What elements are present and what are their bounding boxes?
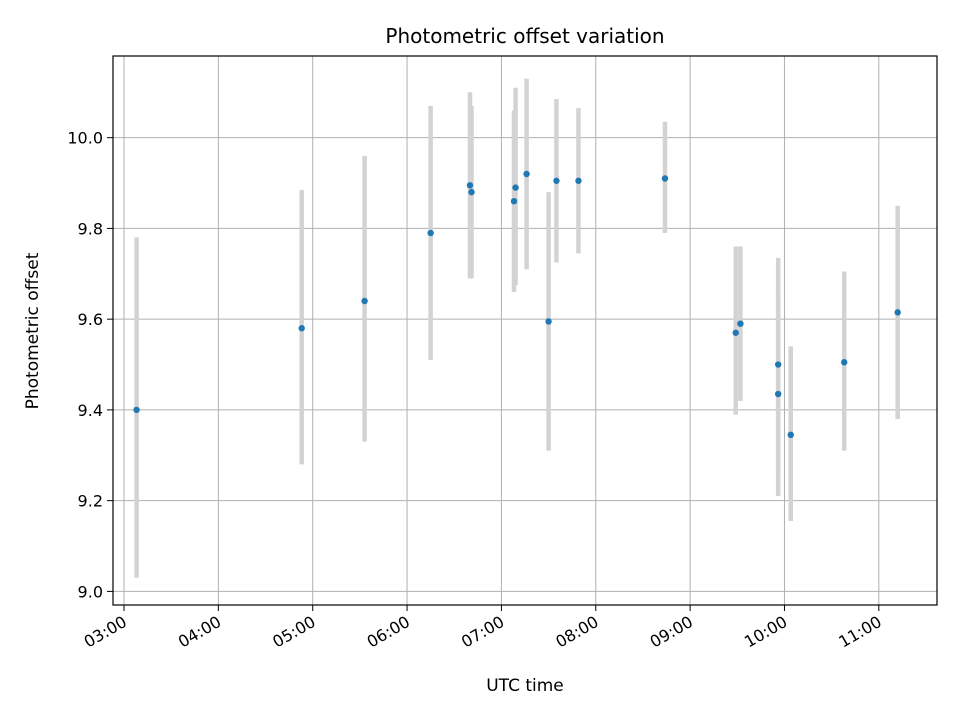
data-point bbox=[553, 177, 560, 184]
x-axis-ticks: 03:00 04:00 05:00 06:00 07:00 08:00 09:00 10:00… bbox=[81, 605, 885, 652]
x-tick-label: 08:00 bbox=[552, 612, 601, 652]
data-point bbox=[298, 325, 305, 332]
data-point bbox=[510, 197, 518, 205]
data-point bbox=[661, 175, 669, 182]
x-tick-label: 07:00 bbox=[458, 612, 507, 652]
data-point bbox=[732, 329, 739, 336]
y-tick-label: 9.6 bbox=[78, 310, 103, 329]
y-tick-label: 9.0 bbox=[78, 582, 103, 601]
x-tick-label: 03:00 bbox=[81, 612, 130, 652]
data-point bbox=[774, 390, 782, 398]
plot-frame bbox=[112, 55, 938, 606]
y-axis-label: Photometric offset bbox=[23, 252, 43, 409]
chart-title: Photometric offset variation bbox=[385, 24, 664, 48]
data-point bbox=[468, 188, 475, 196]
x-tick-label: 04:00 bbox=[175, 612, 224, 652]
x-tick-label: 10:00 bbox=[741, 612, 790, 652]
axes-border bbox=[112, 55, 938, 606]
data-point bbox=[737, 320, 744, 327]
x-gridlines bbox=[123, 56, 880, 605]
data-point bbox=[787, 431, 794, 439]
y-tick-label: 10.0 bbox=[67, 129, 103, 148]
data-point bbox=[545, 318, 552, 325]
y-tick-label: 9.4 bbox=[78, 401, 103, 420]
data-point bbox=[894, 309, 901, 316]
data-point bbox=[427, 229, 434, 237]
data-point bbox=[774, 361, 782, 368]
x-tick-label: 06:00 bbox=[364, 612, 413, 652]
y-axis-ticks: 9.0 9.2 9.4 9.6 9.8 10.0 bbox=[67, 129, 113, 601]
data-point bbox=[466, 182, 474, 189]
y-tick-label: 9.2 bbox=[78, 492, 103, 511]
y-tick-label: 9.8 bbox=[78, 219, 103, 238]
x-axis-label: UTC time bbox=[486, 676, 564, 696]
x-tick-label: 09:00 bbox=[647, 612, 696, 652]
data-points bbox=[133, 170, 901, 439]
data-point bbox=[523, 170, 530, 178]
data-point bbox=[841, 359, 848, 366]
data-point bbox=[575, 177, 582, 184]
data-point bbox=[133, 406, 140, 414]
data-point bbox=[361, 297, 368, 305]
x-tick-label: 05:00 bbox=[269, 612, 318, 652]
x-tick-label: 11:00 bbox=[835, 612, 884, 652]
data-point bbox=[512, 184, 519, 191]
